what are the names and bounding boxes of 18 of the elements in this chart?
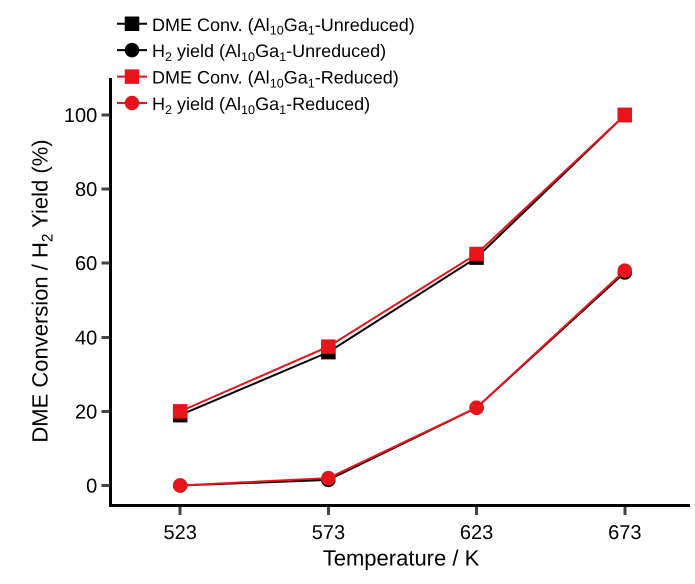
- point: [469, 246, 484, 262]
- legend-label: H$_{2}$ yield (Al$_{10}$Ga$_{1}$-Reduced): [152, 94, 370, 117]
- x-tick-label: 623: [460, 522, 494, 544]
- y-tick-label: 80: [75, 179, 98, 202]
- y-tick-label: 40: [75, 327, 98, 350]
- legend-label: DME Conv. (Al$_{10}$Ga$_{1}$-Unreduced): [152, 14, 415, 38]
- x-tick-label: 673: [608, 522, 642, 544]
- x-tick-label: 523: [163, 522, 197, 544]
- y-tick-label: 60: [75, 253, 98, 276]
- x-tick-label: 573: [312, 522, 346, 544]
- point: [172, 404, 188, 419]
- legend-label: H$_{2}$ yield (Al$_{10}$Ga$_{1}$-Unreduced): [152, 41, 386, 64]
- y-tick-label: 0: [86, 475, 98, 498]
- y-tick-label: 20: [75, 401, 98, 424]
- point: [321, 339, 336, 354]
- y-tick-label: 100: [64, 105, 98, 128]
- x-axis-title: Temperature / K: [322, 546, 480, 571]
- legend-label: DME Conv. (Al$_{10}$Ga$_{1}$-Reduced): [152, 68, 399, 90]
